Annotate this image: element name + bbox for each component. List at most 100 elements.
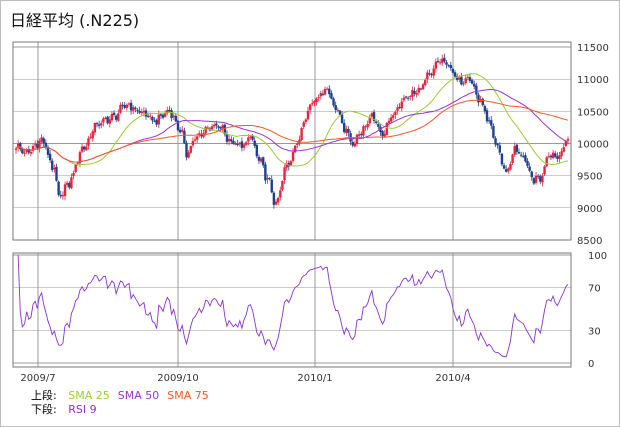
candle	[313, 100, 316, 107]
candle	[223, 123, 227, 137]
candle	[48, 149, 52, 163]
price-tick-label: 11000	[577, 75, 609, 86]
candle	[541, 173, 544, 187]
candle	[351, 138, 354, 148]
candle	[453, 70, 457, 78]
price-tick-label: 9000	[577, 204, 602, 215]
candle	[155, 118, 158, 127]
candle	[560, 148, 563, 160]
candle	[368, 114, 371, 127]
candle	[558, 152, 561, 163]
candle	[547, 152, 551, 159]
candle	[519, 151, 523, 158]
candle	[129, 99, 133, 115]
candle	[302, 120, 305, 130]
candle	[127, 102, 131, 107]
candle	[176, 119, 180, 132]
candle	[473, 80, 476, 90]
candle	[306, 106, 310, 121]
candle	[170, 107, 173, 122]
candle	[31, 143, 35, 154]
candle	[524, 152, 527, 163]
candle	[470, 78, 474, 85]
candle	[504, 165, 508, 173]
candle	[100, 120, 103, 129]
price-tick-label: 10500	[577, 107, 609, 118]
candle	[441, 54, 444, 66]
candle	[285, 160, 288, 172]
candle	[198, 130, 201, 138]
candle	[526, 158, 529, 169]
rsi-line	[17, 254, 569, 358]
candle	[396, 104, 399, 115]
candle	[522, 152, 525, 158]
candle	[266, 174, 269, 184]
candle	[25, 148, 28, 154]
candle	[174, 112, 178, 123]
sma-line-25	[15, 73, 569, 167]
candle	[534, 172, 538, 185]
candle	[404, 95, 408, 99]
candle	[536, 174, 540, 179]
candle	[259, 157, 263, 164]
candle	[490, 116, 493, 130]
candle	[117, 109, 120, 122]
candle	[347, 126, 350, 137]
candle	[515, 143, 519, 155]
candle	[234, 141, 237, 146]
candle	[189, 145, 192, 154]
candle	[479, 95, 482, 103]
candle	[311, 99, 314, 107]
candle	[106, 115, 109, 125]
candle	[46, 144, 50, 159]
candle	[475, 82, 478, 99]
candle	[345, 125, 348, 137]
candle	[136, 108, 139, 115]
candle	[451, 66, 455, 75]
candle	[74, 163, 77, 174]
candle	[183, 127, 186, 144]
candle	[257, 154, 261, 164]
legend-item-sma75: SMA 75	[167, 389, 209, 402]
candle	[402, 94, 406, 103]
candle	[298, 135, 301, 147]
candle	[325, 86, 329, 91]
candle	[87, 136, 90, 150]
candle	[419, 87, 423, 91]
candle	[119, 102, 122, 114]
candle	[283, 164, 286, 185]
candle	[409, 95, 412, 101]
candle	[268, 177, 271, 181]
candle	[38, 138, 41, 153]
candle	[221, 123, 224, 132]
candle	[232, 137, 235, 145]
candle	[59, 190, 62, 199]
legend-lower-label: 下段:	[31, 403, 57, 416]
candle	[483, 104, 487, 114]
candle	[449, 61, 452, 71]
price-tick-label: 8500	[577, 236, 602, 247]
candle	[421, 82, 425, 90]
rsi-panel-grid	[13, 253, 571, 367]
candle	[51, 158, 54, 173]
candle	[428, 69, 431, 76]
candle	[93, 122, 97, 136]
date-tick-label: 2010/4	[435, 373, 470, 384]
candle	[33, 140, 37, 149]
candle	[543, 165, 546, 176]
candle	[400, 98, 403, 112]
candle	[398, 103, 401, 109]
candle	[385, 121, 389, 136]
candle	[406, 96, 410, 101]
candle	[65, 180, 69, 188]
candle	[270, 175, 273, 194]
price-panel-grid	[13, 42, 571, 241]
candle	[123, 101, 126, 110]
candle	[556, 152, 559, 163]
candle	[443, 53, 446, 64]
candle	[549, 154, 553, 160]
legend-lower-row: 下段: RSI 9	[31, 403, 209, 417]
candle	[494, 136, 497, 147]
candle	[181, 125, 184, 134]
candle	[217, 124, 220, 131]
